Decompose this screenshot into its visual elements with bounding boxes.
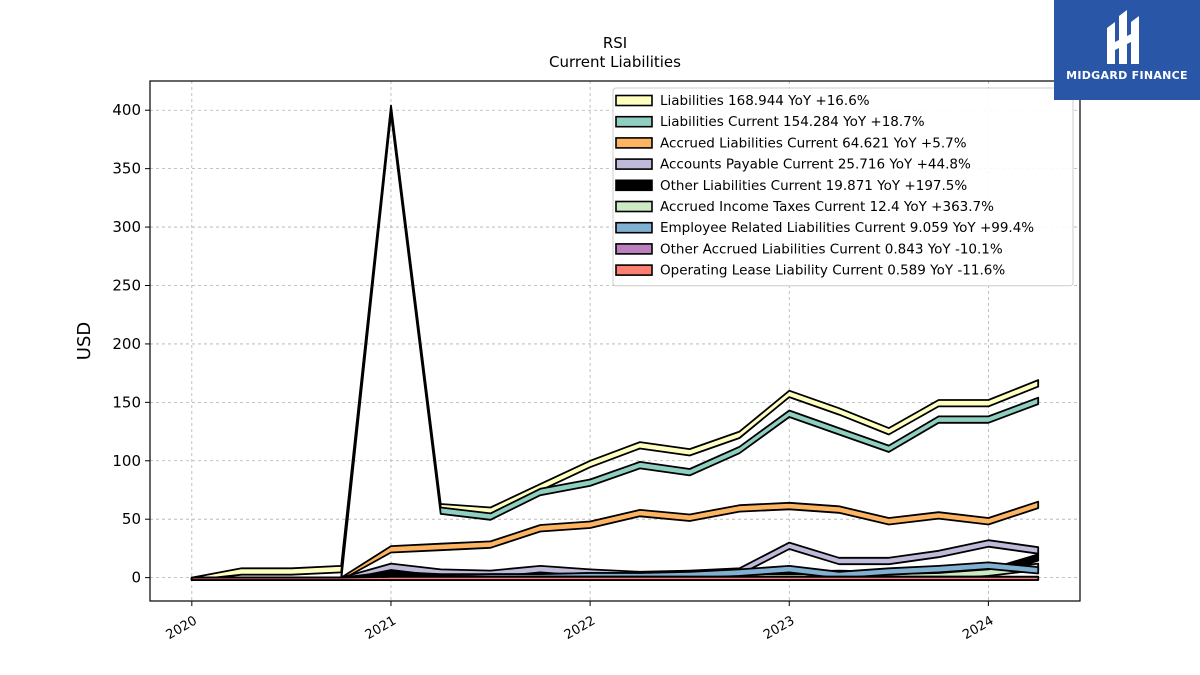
series-8-area xyxy=(192,577,1038,580)
y-ticks: 0 50 100 150 200 250 300 350 400 xyxy=(112,101,150,586)
y-tick-label: 400 xyxy=(112,101,141,119)
legend: Liabilities 168.944 YoY +16.6% Liabilitie… xyxy=(613,88,1073,286)
logo-text: MIDGARD FINANCE xyxy=(1054,69,1200,82)
chart-title: RSI xyxy=(603,34,627,52)
y-axis-label: USD xyxy=(74,322,95,360)
midgard-logo-icon xyxy=(1101,8,1153,68)
legend-entry: Liabilities 168.944 YoY +16.6% xyxy=(660,93,870,109)
chart-subtitle: Current Liabilities xyxy=(549,53,681,71)
y-tick-label: 300 xyxy=(112,218,141,236)
legend-swatch xyxy=(616,117,652,127)
legend-entry: Operating Lease Liability Current 0.589 … xyxy=(660,263,1005,279)
y-tick-label: 250 xyxy=(112,276,141,294)
y-tick-label: 350 xyxy=(112,160,141,178)
legend-swatch xyxy=(616,265,652,275)
legend-entry: Accrued Liabilities Current 64.621 YoY +… xyxy=(660,135,967,151)
legend-swatch xyxy=(616,96,652,106)
legend-swatch xyxy=(616,202,652,212)
legend-swatch xyxy=(616,159,652,169)
legend-entry: Employee Related Liabilities Current 9.0… xyxy=(660,220,1034,236)
x-tick-label: 2024 xyxy=(960,613,996,643)
legend-entry: Other Liabilities Current 19.871 YoY +19… xyxy=(660,178,967,194)
legend-entry: Accounts Payable Current 25.716 YoY +44.… xyxy=(660,157,971,173)
legend-swatch xyxy=(616,244,652,254)
legend-entry: Accrued Income Taxes Current 12.4 YoY +3… xyxy=(660,199,994,215)
y-tick-label: 200 xyxy=(112,335,141,353)
legend-swatch xyxy=(616,223,652,233)
x-tick-label: 2022 xyxy=(562,613,598,643)
x-tick-label: 2020 xyxy=(164,613,200,643)
legend-entry: Liabilities Current 154.284 YoY +18.7% xyxy=(660,114,925,130)
y-tick-label: 0 xyxy=(131,569,141,587)
y-tick-label: 50 xyxy=(122,510,141,528)
x-tick-label: 2021 xyxy=(363,613,399,643)
legend-swatch xyxy=(616,138,652,148)
midgard-finance-logo: MIDGARD FINANCE xyxy=(1054,0,1200,100)
y-tick-label: 150 xyxy=(112,393,141,411)
x-tick-label: 2023 xyxy=(761,613,797,643)
y-tick-label: 100 xyxy=(112,452,141,470)
legend-entry: Other Accrued Liabilities Current 0.843 … xyxy=(660,241,1003,257)
x-ticks: 2020 2021 2022 2023 2024 xyxy=(164,601,997,643)
legend-swatch xyxy=(616,180,652,190)
chart: RSI Current Liabilities USD 0 50 100 150 200… xyxy=(0,0,1200,675)
